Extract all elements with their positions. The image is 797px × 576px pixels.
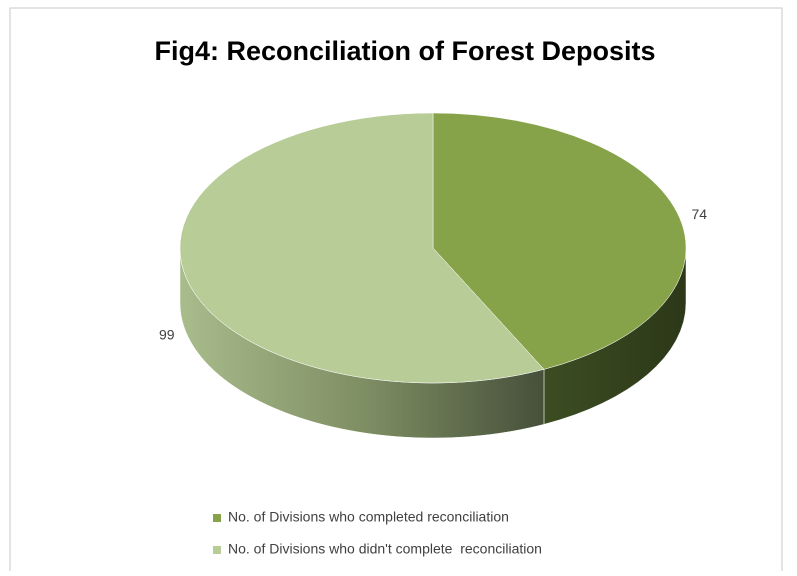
data-label: 74 <box>691 206 707 222</box>
legend-label: No. of Divisions who didn't complete rec… <box>228 541 542 557</box>
pie-slice <box>179 112 545 384</box>
legend-swatch <box>213 546 221 554</box>
data-label: 99 <box>159 327 175 343</box>
chart-frame <box>9 7 783 576</box>
legend-label: No. of Divisions who completed reconcili… <box>228 509 509 525</box>
pie-slice <box>432 112 687 370</box>
legend-swatch <box>213 514 221 522</box>
chart-title: Fig4: Reconciliation of Forest Deposits <box>154 36 655 66</box>
